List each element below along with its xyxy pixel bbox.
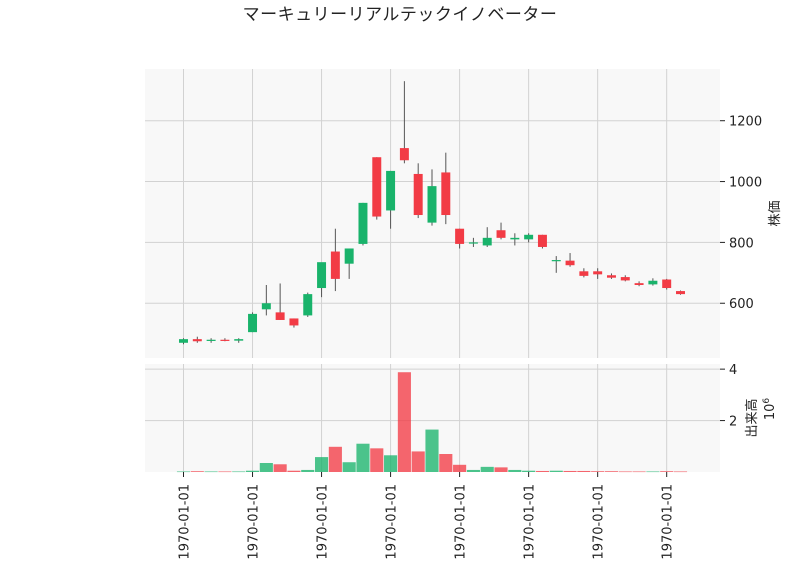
volume-tick-label: 2: [729, 415, 737, 430]
candle-body: [275, 312, 285, 320]
candle-body: [676, 291, 685, 295]
candle-body: [524, 234, 534, 240]
volume-bar: [646, 471, 660, 473]
volume-bar: [190, 471, 204, 472]
volume-bar: [673, 471, 688, 473]
candle-body: [496, 230, 506, 238]
volume-bar: [480, 466, 494, 472]
volume-bar: [494, 467, 508, 472]
volume-bar: [425, 429, 439, 472]
candle-body: [386, 170, 396, 211]
candle-body: [330, 251, 340, 279]
candle-body: [510, 237, 520, 240]
volume-bar: [618, 471, 632, 473]
volume-bar: [232, 471, 246, 473]
volume-bar: [273, 464, 287, 472]
volume-tick-label: 4: [729, 363, 737, 378]
candle-body: [413, 173, 423, 216]
candle-body: [179, 339, 188, 343]
candle-body: [427, 186, 437, 223]
x-tick-label: 1970-01-01: [523, 484, 538, 560]
volume-bar: [314, 457, 329, 472]
volume-bar: [245, 470, 260, 472]
candle-body: [303, 294, 313, 316]
volume-bar: [218, 471, 232, 473]
candle-body: [662, 279, 672, 289]
candle-body: [248, 313, 258, 333]
volume-bar: [411, 451, 425, 472]
candle-body: [593, 271, 603, 275]
price-tick-label: 800: [729, 236, 754, 251]
candle-body: [551, 260, 561, 262]
volume-bar: [397, 372, 411, 472]
candle-body: [455, 228, 465, 244]
volume-bar: [549, 470, 563, 472]
candle-body: [317, 262, 327, 289]
volume-bar: [508, 469, 522, 472]
volume-bar: [439, 454, 453, 472]
volume-bar: [604, 471, 619, 472]
volume-bar: [176, 471, 191, 473]
candle-body: [261, 303, 271, 310]
volume-bar: [370, 448, 384, 472]
volume-scale-label: 106: [762, 398, 778, 421]
x-tick-label: 1970-01-01: [592, 484, 607, 560]
volume-bar: [591, 471, 605, 472]
volume-bar: [522, 470, 536, 472]
volume-bar: [577, 470, 591, 472]
volume-bar: [466, 469, 480, 472]
candle-body: [206, 339, 216, 341]
candle-body: [399, 148, 409, 161]
volume-bar: [356, 443, 370, 472]
chart-title: マーキュリーリアルテックイノベーター: [242, 5, 558, 25]
candle-body: [565, 260, 575, 266]
candle-body: [192, 339, 202, 342]
candle-body: [234, 339, 244, 341]
volume-bar: [342, 462, 356, 472]
x-tick-label: 1970-01-01: [385, 484, 400, 560]
volume-bar: [632, 471, 646, 473]
candle-body: [358, 202, 368, 244]
volume-axis-label: 出来高: [744, 398, 760, 437]
volume-bar: [384, 455, 398, 472]
volume-bar: [535, 470, 550, 472]
price-tick-label: 600: [729, 297, 754, 312]
volume-bar: [563, 470, 577, 472]
volume-bar: [660, 471, 674, 472]
volume-bar: [301, 469, 315, 472]
x-tick-label: 1970-01-01: [247, 484, 262, 560]
candle-body: [289, 318, 299, 326]
candle-body: [441, 172, 451, 216]
candle-body: [648, 280, 658, 285]
candle-body: [620, 277, 630, 281]
price-axis-label: 株価: [768, 200, 783, 226]
volume-bar: [287, 470, 301, 472]
x-tick-label: 1970-01-01: [661, 484, 676, 560]
candle-body: [579, 271, 589, 276]
candle-body: [220, 339, 230, 341]
price-tick-label: 1200: [729, 115, 762, 130]
volume-bar: [204, 471, 218, 473]
x-tick-label: 1970-01-01: [178, 484, 193, 560]
candle-body: [634, 283, 644, 285]
x-tick-label: 1970-01-01: [454, 484, 469, 560]
price-tick-label: 1000: [729, 176, 762, 191]
candle-body: [344, 248, 354, 264]
volume-bar: [259, 463, 273, 472]
volume-bar: [328, 446, 342, 472]
volume-bar: [453, 464, 467, 472]
candle-body: [482, 237, 492, 246]
candle-body: [537, 234, 547, 247]
candle-body: [468, 242, 478, 244]
candle-body: [606, 275, 616, 278]
candle-body: [372, 157, 382, 217]
x-tick-label: 1970-01-01: [316, 484, 331, 560]
